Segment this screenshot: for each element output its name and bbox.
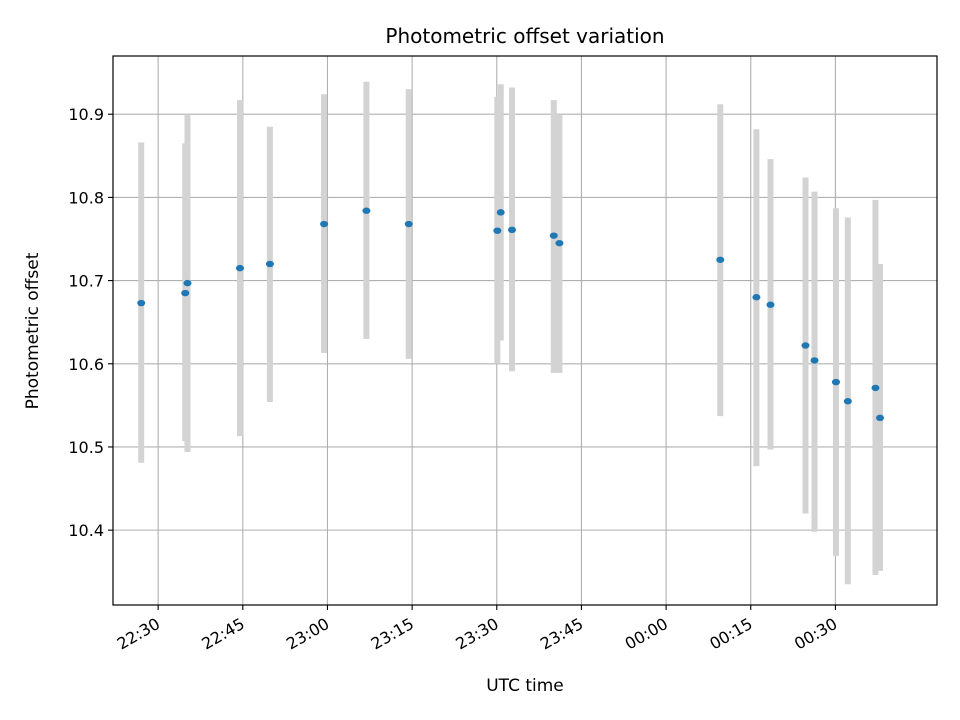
data-point xyxy=(549,232,558,239)
y-tick-label: 10.9 xyxy=(68,105,104,124)
data-point xyxy=(766,301,775,308)
y-axis-label: Photometric offset xyxy=(23,252,43,409)
data-point xyxy=(181,289,190,297)
data-point xyxy=(508,226,517,234)
data-point xyxy=(493,227,502,234)
data-point xyxy=(404,220,413,228)
data-point xyxy=(496,209,505,216)
data-point xyxy=(362,207,371,214)
plot-frame xyxy=(112,55,938,606)
data-point xyxy=(555,239,564,247)
y-tick-label: 10.5 xyxy=(68,438,104,457)
data-point xyxy=(843,398,852,405)
y-tick-label: 10.4 xyxy=(68,521,104,540)
chart-title: Photometric offset variation xyxy=(385,24,664,48)
y-axis-ticks: 10.4 10.5 10.6 10.7 10.8 10.9 xyxy=(68,105,113,540)
y-tick-label: 10.7 xyxy=(68,272,104,291)
x-axis-label: UTC time xyxy=(486,676,564,696)
data-point xyxy=(716,256,725,263)
data-point xyxy=(810,357,819,364)
y-tick-label: 10.6 xyxy=(68,355,104,374)
data-point xyxy=(801,342,810,349)
data-point xyxy=(320,220,329,228)
grid xyxy=(113,56,937,605)
data-point xyxy=(831,378,840,386)
data-point xyxy=(137,299,146,307)
data-point xyxy=(235,264,244,272)
y-tick-label: 10.8 xyxy=(68,188,104,207)
data-point xyxy=(871,384,880,392)
data-point xyxy=(752,294,761,301)
data-points xyxy=(137,207,884,422)
data-point xyxy=(875,414,884,422)
data-point xyxy=(265,260,274,268)
data-point xyxy=(183,279,192,287)
